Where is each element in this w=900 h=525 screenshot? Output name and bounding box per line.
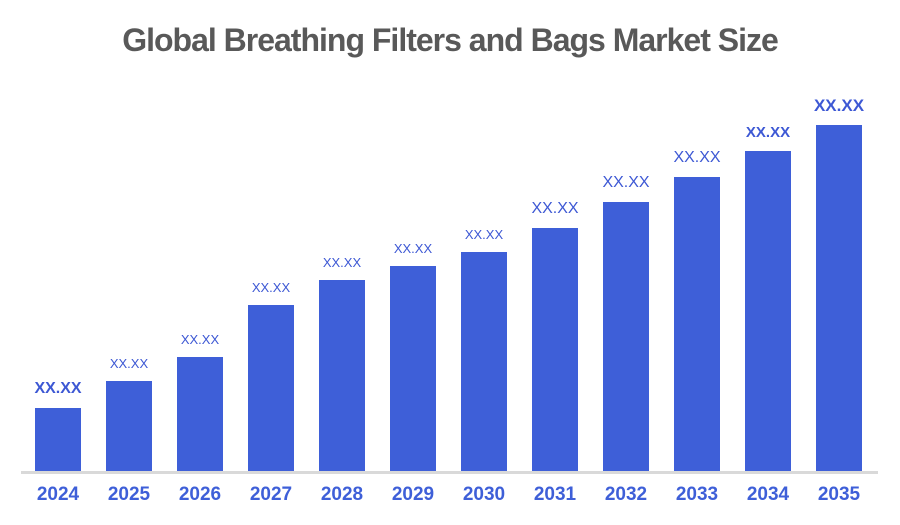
- x-axis-labels: 2024 2025 2026 2027 2028 2029 2030 2031 2032 2033…: [35, 484, 862, 506]
- bar-column-2031: XX.XX: [531, 200, 579, 472]
- x-axis-label-2024: 2024: [36, 484, 80, 505]
- chart-title: Global Breathing Filters and Bags Market…: [122, 22, 779, 58]
- x-axis-label-2035: 2035: [817, 484, 861, 505]
- bar-2029: [390, 266, 436, 472]
- bar-column-2027: XX.XX: [248, 281, 294, 472]
- bar-2025: [106, 381, 152, 472]
- x-axis-label-2032: 2032: [604, 484, 648, 505]
- bar-2024: [35, 408, 81, 472]
- bar-2026: [177, 357, 223, 472]
- bar-value-label-2033: XX.XX: [673, 149, 721, 166]
- bar-column-2028: XX.XX: [319, 256, 365, 472]
- x-axis-label-2031: 2031: [533, 484, 577, 505]
- bar-column-2024: XX.XX: [34, 380, 82, 472]
- bar-2027: [248, 305, 294, 472]
- bar-2034: [745, 151, 791, 472]
- bar-column-2026: XX.XX: [177, 333, 223, 472]
- bar-value-label-2024: XX.XX: [34, 380, 82, 397]
- bar-value-label-2027: XX.XX: [251, 280, 291, 295]
- bar-column-2029: XX.XX: [390, 242, 436, 472]
- x-axis-label-2034: 2034: [746, 484, 790, 505]
- bar-value-label-2031: XX.XX: [531, 200, 579, 217]
- bar-column-2035: XX.XX: [813, 96, 865, 472]
- bar-column-2032: XX.XX: [602, 174, 650, 472]
- bar-2033: [674, 177, 720, 472]
- bar-value-label-2032: XX.XX: [602, 174, 650, 191]
- x-axis-label-2033: 2033: [675, 484, 719, 505]
- bar-value-label-2028: XX.XX: [322, 255, 362, 270]
- x-axis-label-2026: 2026: [178, 484, 222, 505]
- bar-column-2033: XX.XX: [673, 149, 721, 472]
- x-axis-line: [21, 471, 878, 474]
- bar-value-label-2029: XX.XX: [393, 241, 433, 256]
- bar-value-label-2025: XX.XX: [109, 356, 149, 371]
- bar-2031: [532, 228, 578, 472]
- bar-2030: [461, 252, 507, 472]
- bar-2035: [816, 125, 862, 472]
- bar-value-label-2035: XX.XX: [813, 96, 865, 115]
- bar-value-label-2034: XX.XX: [745, 124, 791, 141]
- plot-area: XX.XX XX.XX XX.XX XX.XX XX.XX XX.XX XX.XX XX.XX…: [34, 92, 865, 472]
- x-axis-label-2029: 2029: [391, 484, 435, 505]
- x-axis-label-2027: 2027: [249, 484, 293, 505]
- bar-value-label-2030: XX.XX: [464, 227, 504, 242]
- bar-value-label-2026: XX.XX: [180, 332, 220, 347]
- bar-column-2025: XX.XX: [106, 357, 152, 472]
- x-axis-label-2030: 2030: [462, 484, 506, 505]
- x-axis-label-2025: 2025: [107, 484, 151, 505]
- bar-2032: [603, 202, 649, 472]
- x-axis-label-2028: 2028: [320, 484, 364, 505]
- bar-2028: [319, 280, 365, 472]
- bar-column-2034: XX.XX: [745, 125, 791, 472]
- bar-column-2030: XX.XX: [461, 228, 507, 472]
